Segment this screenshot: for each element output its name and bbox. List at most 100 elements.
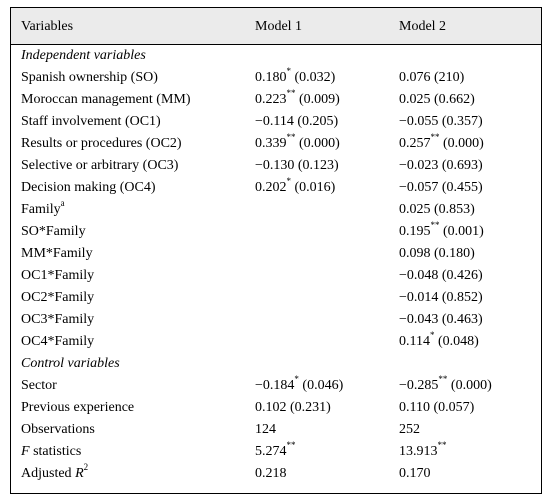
model-1-significance: * [286,176,292,187]
model-1-value: 0.339 [255,136,287,151]
variable-cell: Observations [21,422,95,438]
table-row: OC3*Family −0.043 (0.463) [11,309,541,331]
variable-cell: Moroccan management (MM) [21,92,191,108]
model-1-cell: −0.184* (0.046) [255,375,344,394]
model-1-cell: 0.339** (0.000) [255,133,340,152]
model-2-cell: 0.195** (0.001) [399,221,484,240]
model-2-cell: −0.057 (0.455) [399,180,483,196]
table-row: Sector −0.184* (0.046) −0.285** (0.000) [11,375,541,397]
model-2-value: 0.025 (0.853) [399,202,475,217]
variable-label: Staff involvement (OC1) [21,114,161,129]
model-2-value: 0.114 [399,334,430,349]
model-2-value: 0.098 (0.180) [399,246,475,261]
model-1-value: −0.114 (0.205) [255,114,339,129]
model-1-significance: ** [286,88,296,99]
table-row: Results or procedures (OC2) 0.339** (0.00… [11,133,541,155]
regression-table: Variables Model 1 Model 2 Independent va… [10,7,542,494]
table-row: MM*Family 0.098 (0.180) [11,243,541,265]
variable-cell: Sector [21,378,57,394]
model-2-pvalue: (0.000) [447,378,492,393]
model-2-cell: 0.076 (210) [399,70,464,86]
model-2-cell: 0.025 (0.853) [399,202,475,218]
variable-cell: MM*Family [21,246,93,262]
model-2-value: 13.913 [399,444,438,459]
model-1-value: 0.180 [255,70,287,85]
model-1-value: 5.274 [255,444,287,459]
model-2-value: 0.170 [399,466,431,481]
model-2-value: −0.057 (0.455) [399,180,483,195]
table-row: OC1*Family −0.048 (0.426) [11,265,541,287]
model-1-value: 0.223 [255,92,287,107]
variable-label: Decision making (OC4) [21,180,156,195]
model-1-value: 0.102 (0.231) [255,400,331,415]
table-row: Staff involvement (OC1) −0.114 (0.205) −0.… [11,111,541,133]
table-row: Decision making (OC4) 0.202* (0.016) −0.05… [11,177,541,199]
model-1-cell: 0.223** (0.009) [255,89,340,108]
model-1-significance: * [294,374,299,385]
table-row: Observations 124 252 [11,419,541,441]
variable-cell: F statistics [21,444,81,460]
model-2-cell: −0.023 (0.693) [399,158,483,174]
model-1-cell: 0.218 [255,466,287,482]
model-2-cell: 13.913** [399,441,447,460]
variable-cell: Staff involvement (OC1) [21,114,161,130]
model-1-pvalue: (0.009) [295,92,340,107]
model-2-value: −0.014 (0.852) [399,290,483,305]
model-2-cell: 0.025 (0.662) [399,92,475,108]
model-1-value: 0.202 [255,180,287,195]
model-2-cell: 0.098 (0.180) [399,246,475,262]
variable-label: Selective or arbitrary (OC3) [21,158,179,173]
variable-cell: Selective or arbitrary (OC3) [21,158,178,174]
variable-cell: OC1*Family [21,268,94,284]
italic-symbol: R [75,466,84,481]
model-2-cell: 0.110 (0.057) [399,400,474,416]
variable-cell: Independent variables [21,48,146,64]
model-2-value: −0.043 (0.463) [399,312,483,327]
table-row: OC2*Family −0.014 (0.852) [11,287,541,309]
variable-cell: OC3*Family [21,312,94,328]
variable-cell: Decision making (OC4) [21,180,156,196]
variable-cell: Adjusted R2 [21,463,88,482]
model-2-significance: ** [438,374,448,385]
variable-cell: Control variables [21,356,120,372]
model-1-pvalue: (0.000) [295,136,340,151]
table-row: Adjusted R2 0.218 0.170 [11,463,541,485]
variable-cell: OC2*Family [21,290,94,306]
model-2-value: 0.110 (0.057) [399,400,475,415]
model-2-cell: −0.014 (0.852) [399,290,483,306]
model-1-cell: 5.274** [255,441,296,460]
label-superscript: a [60,198,65,209]
model-1-cell: 0.202* (0.016) [255,177,335,196]
variable-label: SO*Family [21,224,86,239]
variable-label: OC1*Family [21,268,95,283]
variable-cell: Familya [21,199,65,218]
variable-label: Adjusted [21,466,76,481]
section-row: Control variables [11,353,541,375]
variable-label: statistics [29,444,82,459]
variable-cell: OC4*Family [21,334,94,350]
model-2-value: −0.055 (0.357) [399,114,483,129]
model-1-value: −0.130 (0.123) [255,158,339,173]
model-2-cell: −0.285** (0.000) [399,375,492,394]
model-2-value: 0.025 (0.662) [399,92,475,107]
variable-cell: Results or procedures (OC2) [21,136,182,152]
table-row: Spanish ownership (SO) 0.180* (0.032) 0.07… [11,67,541,89]
variable-label: Observations [21,422,95,437]
table-row: Familya 0.025 (0.853) [11,199,541,221]
model-1-significance: ** [286,440,296,451]
model-2-pvalue: (0.001) [439,224,484,239]
italic-symbol: F [21,444,30,459]
header-model-1: Model 1 [255,19,303,34]
model-1-cell: 0.180* (0.032) [255,67,335,86]
model-2-cell: −0.048 (0.426) [399,268,483,284]
variable-label: Moroccan management (MM) [21,92,191,107]
header-variables: Variables [21,19,74,34]
model-1-pvalue: (0.046) [298,378,344,393]
model-2-value: 0.076 (210) [399,70,465,85]
variable-label: OC4*Family [21,334,95,349]
model-1-cell: 0.102 (0.231) [255,400,331,416]
variable-cell: Spanish ownership (SO) [21,70,158,86]
model-2-value: −0.285 [399,378,439,393]
variable-label: Results or procedures (OC2) [21,136,182,151]
model-1-cell: −0.130 (0.123) [255,158,339,174]
